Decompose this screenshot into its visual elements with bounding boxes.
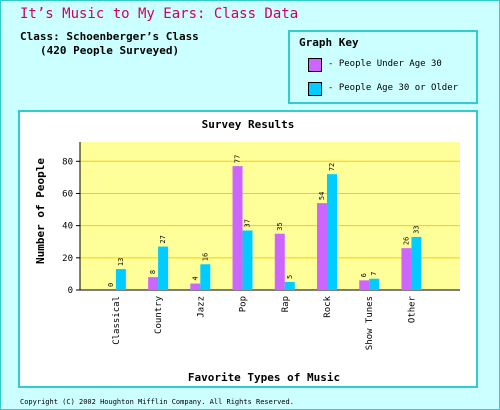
bar-value-label: 7 <box>370 272 378 276</box>
x-tick-label: Show Tunes <box>365 296 375 350</box>
bar <box>148 277 159 290</box>
chart-panel: Survey Results 0 20 40 60 80 0 13 Classical 8 27 C… <box>18 110 478 388</box>
bar <box>401 248 412 290</box>
bar <box>115 269 126 290</box>
bar-value-label: 72 <box>328 163 336 171</box>
bar-value-label: 26 <box>402 237 410 245</box>
bar-value-label: 77 <box>234 155 242 163</box>
bar-value-label: 16 <box>201 253 209 261</box>
y-tick-label: 60 <box>62 189 73 199</box>
graph-key: Graph Key - People Under Age 30 - People… <box>288 30 478 104</box>
x-tick-label: Other <box>407 295 417 323</box>
bar <box>327 174 337 290</box>
x-tick-label: Classical <box>112 296 122 345</box>
bar <box>190 283 201 290</box>
y-tick-label: 20 <box>62 254 73 264</box>
key-swatch-under-30 <box>308 58 322 72</box>
app-title: It’s Music to My Ears: Class Data <box>20 6 299 22</box>
bar-value-label: 8 <box>149 270 157 274</box>
key-label-30-or-older: - People Age 30 or Older <box>328 83 459 93</box>
bar-value-label: 13 <box>117 258 125 266</box>
bar <box>274 233 285 290</box>
bar-value-label: 5 <box>286 275 294 279</box>
key-swatch-30-or-older <box>308 82 322 96</box>
bar <box>411 236 422 290</box>
bar-value-label: 27 <box>159 235 167 243</box>
bar <box>242 230 253 290</box>
y-tick-label: 80 <box>62 157 73 167</box>
bar-value-label: 54 <box>318 192 326 200</box>
bar <box>200 264 211 290</box>
y-tick-label: 40 <box>62 222 73 232</box>
chart-title: Survey Results <box>202 118 295 131</box>
copyright-notice: Copyright (C) 2002 Houghton Mifflin Comp… <box>20 398 294 406</box>
bar-value-label: 0 <box>107 283 115 287</box>
bar-value-label: 6 <box>360 273 368 277</box>
bar-value-label: 35 <box>276 222 284 230</box>
plot-area <box>80 142 460 290</box>
x-axis-title: Favorite Types of Music <box>188 371 340 384</box>
graph-key-title: Graph Key <box>299 36 359 49</box>
bar-value-label: 33 <box>412 225 420 233</box>
x-tick-label: Pop <box>239 296 249 312</box>
x-tick-label: Rap <box>281 296 291 312</box>
bar <box>158 246 169 290</box>
bar-value-label: 37 <box>244 219 252 227</box>
x-tick-label: Country <box>154 295 164 334</box>
y-tick-label: 0 <box>68 286 73 296</box>
bar <box>232 166 243 290</box>
x-tick-label: Rock <box>323 295 333 317</box>
bar <box>317 203 327 290</box>
key-label-under-30: - People Under Age 30 <box>328 59 442 69</box>
bar <box>359 280 370 290</box>
x-tick-label: Jazz <box>196 296 206 318</box>
survey-count: (420 People Surveyed) <box>40 44 180 57</box>
survey-bar-chart: Survey Results 0 20 40 60 80 0 13 Classical 8 27 C… <box>34 118 460 384</box>
class-name: Class: Schoenberger’s Class <box>20 30 199 43</box>
bar-value-label: 4 <box>191 276 199 280</box>
bar <box>369 278 380 290</box>
y-axis-title: Number of People <box>34 158 47 264</box>
bar <box>284 281 295 290</box>
